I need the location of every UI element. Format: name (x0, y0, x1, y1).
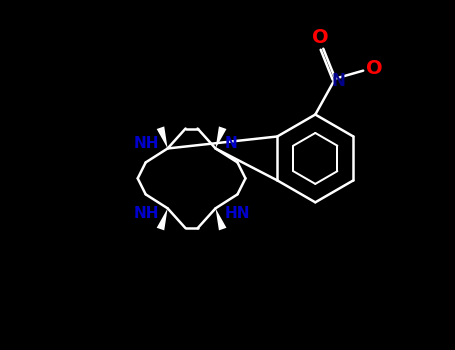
Text: N: N (224, 136, 237, 151)
Text: HN: HN (224, 205, 250, 220)
Text: NH: NH (133, 136, 159, 151)
Text: O: O (366, 59, 383, 78)
Text: N: N (332, 72, 345, 90)
Polygon shape (216, 126, 227, 148)
Text: O: O (312, 28, 329, 47)
Polygon shape (157, 126, 167, 148)
Polygon shape (157, 208, 167, 230)
Polygon shape (216, 208, 227, 230)
Text: NH: NH (133, 205, 159, 220)
